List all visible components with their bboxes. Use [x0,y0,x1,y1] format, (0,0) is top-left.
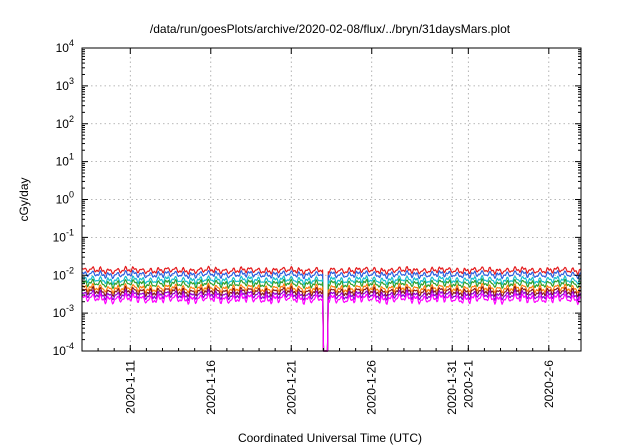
series-line [81,288,582,352]
series-line [81,265,582,352]
x-tick-label: 2020-1-21 [284,360,298,415]
y-axis: 10-4 10-3 10-2 10-1 100 101 102 103 104 [53,38,581,358]
series-line [81,278,582,352]
x-tick-label: 2020-1-16 [204,360,218,415]
y-tick-label: 10-2 [53,265,74,282]
chart-title: /data/run/goesPlots/archive/2020-02-08/f… [150,22,511,36]
series-line [81,270,582,352]
y-tick-label: 100 [56,190,74,207]
y-tick-label: 102 [56,114,74,131]
series-line [81,282,582,352]
series-line [81,292,582,352]
grid [82,48,581,351]
y-tick-label: 10-1 [53,227,74,244]
x-tick-label: 2020-2-6 [542,360,556,408]
x-tick-label: 2020-1-11 [123,360,137,414]
y-tick-label: 103 [56,76,74,93]
x-tick-label: 2020-1-31 [445,360,459,415]
series-line [81,275,582,352]
x-axis-label: Coordinated Universal Time (UTC) [238,431,422,445]
y-axis-label: cGy/day [17,177,31,221]
y-tick-label: 104 [56,38,74,55]
x-axis: 2020-1-11 2020-1-16 2020-1-21 2020-1-26 2020… [97,48,566,415]
x-tick-label: 2020-1-26 [365,360,379,415]
y-tick-label: 10-3 [53,303,74,320]
y-tick-label: 101 [56,152,74,169]
series-line [81,285,582,352]
series-group [81,265,582,352]
y-tick-label: 10-4 [53,341,74,358]
x-tick-label: 2020-2-1 [461,360,475,408]
